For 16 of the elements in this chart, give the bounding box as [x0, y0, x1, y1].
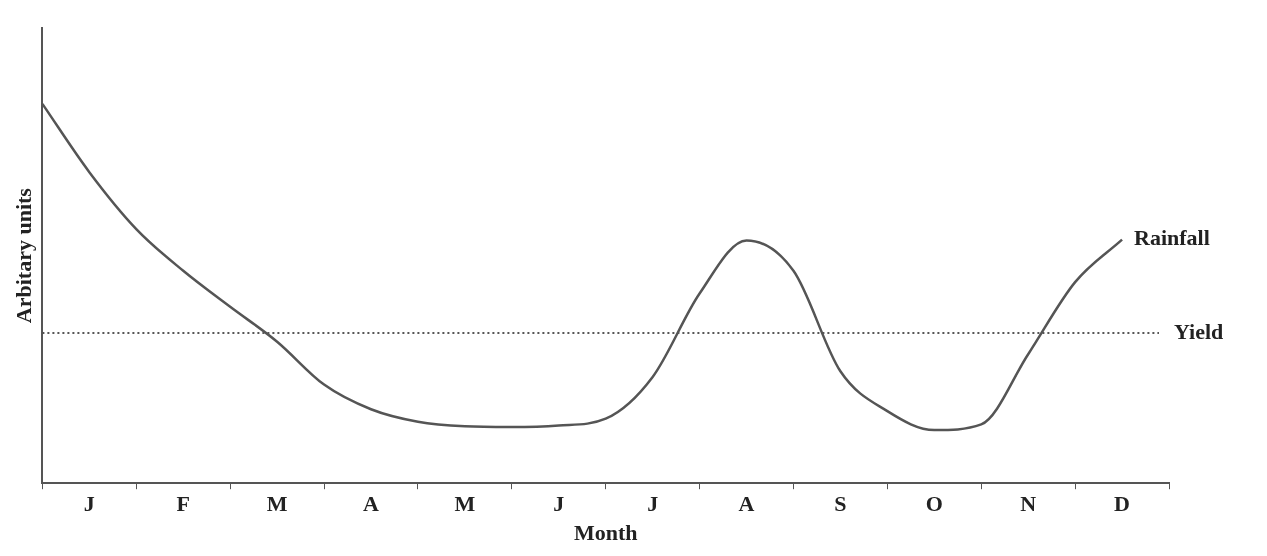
- x-tick-label: J: [553, 491, 565, 517]
- x-tick-label: D: [1114, 491, 1130, 517]
- x-tick-label: M: [266, 491, 288, 517]
- y-axis-title: Arbitary units: [10, 187, 36, 324]
- x-tick-label: S: [834, 491, 847, 517]
- x-tick-label: M: [454, 491, 476, 517]
- ref-line-label: Yield: [1174, 318, 1224, 344]
- x-tick-label: F: [176, 491, 190, 517]
- x-tick-label: J: [83, 491, 95, 517]
- x-tick-label: J: [647, 491, 659, 517]
- series-label: Rainfall: [1134, 225, 1210, 251]
- x-axis-title: Month: [573, 520, 638, 546]
- x-tick-label: A: [363, 491, 380, 517]
- x-tick-label: N: [1020, 491, 1037, 517]
- x-tick-label: A: [738, 491, 755, 517]
- x-tick-label: O: [925, 491, 943, 517]
